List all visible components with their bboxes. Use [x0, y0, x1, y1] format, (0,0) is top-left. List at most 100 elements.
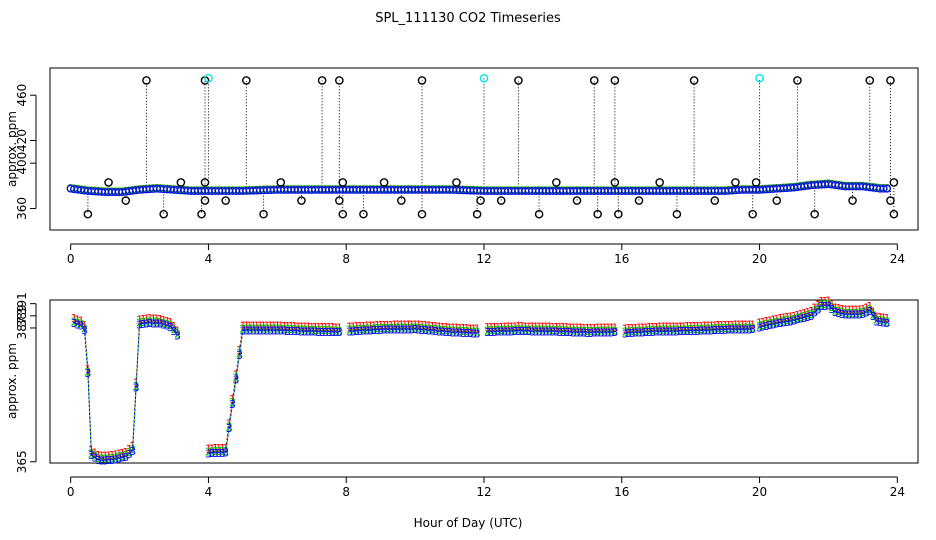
series-point-2: 2 [811, 305, 818, 318]
outlier-high-point [142, 76, 151, 85]
series-point-2: 2 [708, 322, 715, 335]
series-point-1: 1 [377, 319, 384, 332]
series-connector-3 [135, 324, 141, 388]
series-point-1: 1 [174, 324, 181, 337]
series-point-2: 2 [394, 322, 401, 335]
top-y-tick-label: 360 [15, 197, 29, 220]
series-point-1: 1 [629, 322, 636, 335]
series-point-3: 3 [656, 326, 663, 339]
series-point-1: 1 [818, 295, 825, 308]
series-point-2: 2 [136, 317, 143, 330]
series-point-2: 2 [670, 323, 677, 336]
series-point-3: 3 [367, 324, 374, 337]
series-connector-2 [831, 306, 836, 311]
series-connector-2 [77, 322, 82, 325]
outlier-mid-point [176, 178, 186, 187]
series-connector-2 [128, 448, 133, 453]
series-point-1: 1 [853, 304, 860, 317]
series-point-1: 1 [611, 321, 618, 334]
series-connector-1 [232, 374, 237, 399]
series-connector-1 [80, 320, 85, 326]
series-point-3: 3 [684, 325, 691, 338]
series-point-1: 1 [722, 319, 729, 332]
series-point-3: 3 [401, 323, 408, 336]
series-point-3: 3 [701, 325, 708, 338]
series-point-1: 1 [639, 321, 646, 334]
outlier-low-point [848, 196, 857, 205]
series-connector-1 [783, 316, 788, 319]
series-connector-1 [800, 312, 805, 315]
series-connector-1 [118, 452, 123, 455]
series-connector-1 [869, 305, 874, 312]
bottom-x-tick-label: 24 [890, 485, 905, 499]
outlier-low-point [476, 196, 485, 205]
series-point-1: 1 [756, 317, 763, 330]
series-connector-2 [118, 455, 123, 458]
series-point-2: 2 [777, 315, 784, 328]
series-point-1: 1 [587, 322, 594, 335]
series-point-1: 1 [677, 320, 684, 333]
series-point-3: 3 [112, 453, 119, 466]
series-point-1: 1 [212, 442, 219, 455]
series-point-1: 1 [494, 321, 501, 334]
series-point-3: 3 [822, 300, 829, 313]
series-point-1: 1 [794, 309, 801, 322]
series-point-3: 3 [649, 326, 656, 339]
outlier-mid-point [200, 178, 210, 187]
series-connector-3 [831, 308, 836, 313]
series-point-3: 3 [642, 326, 649, 339]
series-point-3: 3 [215, 447, 222, 460]
series-connector-1 [876, 315, 881, 318]
series-connector-3 [790, 320, 795, 322]
top-x-tick-label: 12 [476, 252, 491, 266]
series-connector-2 [115, 456, 120, 459]
series-point-1: 1 [126, 443, 133, 456]
series-point-1: 1 [350, 320, 357, 333]
series-point-1: 1 [215, 442, 222, 455]
series-point-1: 1 [660, 321, 667, 334]
series-point-1: 1 [105, 449, 112, 462]
series-point-3: 3 [109, 454, 116, 467]
series-point-2: 2 [367, 323, 374, 336]
outlier-low-point [335, 196, 344, 205]
series-connector-3 [91, 454, 96, 458]
series-point-3: 3 [742, 323, 749, 336]
series-point-2: 2 [208, 445, 215, 458]
series-point-2: 2 [673, 323, 680, 336]
series-connector-3 [776, 322, 781, 325]
series-connector-1 [170, 321, 175, 327]
series-point-2: 2 [591, 325, 598, 338]
outlier-low-point [672, 209, 682, 219]
series-point-3: 3 [815, 303, 822, 316]
series-point-2: 2 [140, 316, 147, 329]
series-connector-1 [797, 313, 802, 316]
series-point-1: 1 [401, 319, 408, 332]
series-point-3: 3 [756, 321, 763, 334]
outlier-low-point [886, 196, 895, 205]
series-point-1: 1 [512, 320, 519, 333]
series-point-1: 1 [222, 442, 229, 455]
bottom-x-tick-label: 0 [67, 485, 75, 499]
series-point-1: 1 [598, 322, 605, 335]
series-point-2: 2 [408, 321, 415, 334]
series-connector-3 [835, 311, 839, 314]
series-point-1: 1 [656, 321, 663, 334]
series-point-2: 2 [388, 322, 395, 335]
bottom-ylabel: approx. ppm [5, 343, 19, 419]
series-connector-1 [766, 319, 770, 322]
series-point-1: 1 [381, 319, 388, 332]
series-connector-1 [769, 319, 774, 321]
series-connector-1 [235, 349, 240, 375]
series-connector-3 [80, 325, 85, 331]
series-point-1: 1 [636, 322, 643, 335]
series-connector-1 [225, 423, 230, 448]
series-point-3: 3 [811, 307, 818, 320]
series-point-2: 2 [584, 325, 591, 338]
series-point-1: 1 [797, 308, 804, 321]
series-point-3: 3 [501, 326, 508, 339]
series-point-3: 3 [591, 327, 598, 340]
series-point-1: 1 [136, 313, 143, 326]
bottom-x-tick-label: 20 [752, 485, 767, 499]
series-point-2: 2 [687, 323, 694, 336]
